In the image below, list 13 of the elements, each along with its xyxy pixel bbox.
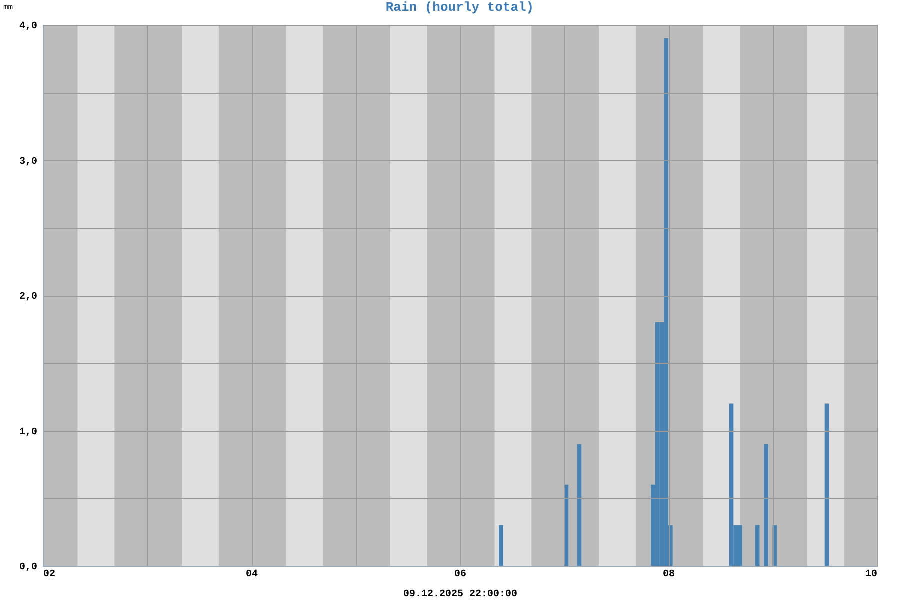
- x-tick-label: 08: [662, 570, 676, 580]
- y-tick-label: 3,0: [19, 156, 38, 168]
- x-tick-label: 04: [246, 570, 258, 580]
- y-tick-label: 4,0: [19, 22, 38, 32]
- y-tick-label: 1,0: [19, 427, 38, 438]
- x-tick-label: 02: [44, 570, 56, 580]
- y-axis-title: mm: [4, 4, 14, 12]
- chart-title: Rain (hourly total): [384, 0, 536, 16]
- y-tick-label: 0,0: [19, 562, 38, 574]
- y-tick-label: 2,0: [19, 292, 38, 303]
- x-axis-title: 09.12.2025 22:00:00: [403, 590, 518, 600]
- x-tick-label: 06: [454, 570, 467, 580]
- x-tick-label: 10: [865, 570, 878, 580]
